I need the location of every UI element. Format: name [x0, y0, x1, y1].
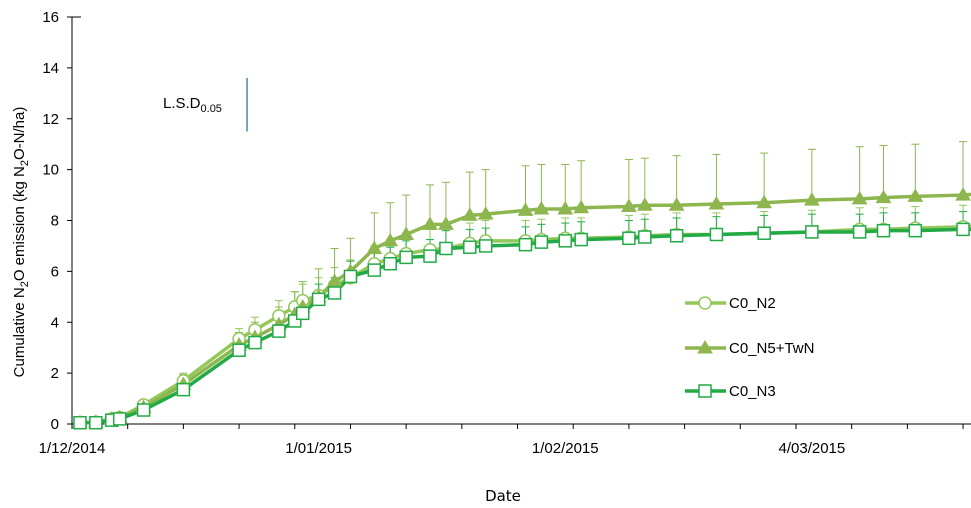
x-tick-label: 1/01/2015 [285, 440, 352, 457]
y-tick-label: 2 [51, 365, 59, 382]
y-axis-title: Cumulative N2O emission (kg N2O-N/ha) [11, 107, 31, 378]
data-point-square [757, 226, 771, 240]
y-tick-label: 4 [51, 314, 59, 331]
x-tick-label: 4/03/2015 [779, 440, 846, 457]
series-line [79, 192, 971, 425]
data-point-triangle [851, 190, 868, 205]
data-point-square [534, 235, 549, 249]
data-point-square [956, 222, 970, 237]
data-point-circle [698, 296, 712, 310]
lsd-label-sub: 0.05 [201, 103, 222, 115]
data-point-triangle [517, 202, 534, 216]
legend-label: C0_N5+TwN [729, 340, 814, 357]
data-point-triangle [804, 192, 820, 206]
legend: C0_N2 C0_N5+TwN C0_N3 [685, 295, 814, 400]
data-point-triangle [557, 201, 574, 215]
data-point-square [136, 403, 151, 417]
data-point-square [295, 306, 310, 321]
data-point-triangle [382, 232, 399, 247]
data-point-square [423, 249, 437, 263]
ylabel-part-2: O emission (kg N [11, 166, 28, 281]
data-point-triangle [668, 197, 685, 211]
ylabel-sub-1: 2 [19, 281, 31, 287]
data-point-square [852, 225, 867, 239]
data-point-square [876, 223, 891, 238]
data-point-square [709, 227, 724, 242]
lsd-label-main: L.S.D [163, 95, 201, 112]
data-point-square [439, 241, 453, 256]
y-tick-label: 0 [51, 416, 59, 433]
data-point-triangle [955, 187, 971, 201]
x-tick-labels: 1/12/2014 1/01/2015 1/02/2015 4/03/2015 [39, 440, 846, 457]
data-point-triangle [438, 216, 454, 230]
data-point-triangle [533, 201, 550, 215]
data-point-square [73, 415, 87, 430]
data-point-square [343, 269, 358, 284]
series-markers [72, 187, 971, 430]
data-point-square [558, 234, 573, 248]
ylabel-part-3: O-N/ha) [11, 107, 28, 160]
data-point-square [399, 250, 413, 265]
x-tick-label: 1/02/2015 [532, 440, 599, 457]
y-tick-labels: 0 2 4 6 8 10 12 14 16 [42, 9, 59, 433]
data-point-square [669, 229, 684, 243]
data-point-square [908, 223, 923, 238]
data-point-square [272, 324, 286, 338]
data-point-triangle [398, 226, 415, 240]
data-point-triangle [366, 240, 383, 254]
data-point-square [112, 412, 127, 426]
data-point-triangle [875, 189, 892, 204]
grid-and-axes [67, 16, 971, 429]
data-point-square [805, 225, 819, 239]
data-point-square [574, 232, 588, 247]
data-point-square [89, 415, 103, 430]
series-lines [79, 192, 971, 425]
data-point-triangle [697, 340, 713, 354]
data-point-triangle [573, 199, 590, 214]
error-bars [75, 141, 968, 423]
data-point-square [518, 237, 533, 252]
x-axis-title: Date [485, 487, 521, 505]
data-point-triangle [461, 207, 478, 221]
x-tick-label: 1/12/2014 [39, 440, 106, 457]
legend-label: C0_N2 [729, 295, 776, 312]
data-point-square [232, 343, 246, 357]
data-point-triangle [422, 216, 438, 230]
lsd-label: L.S.D0.05 [163, 95, 222, 115]
legend-label: C0_N3 [729, 383, 776, 400]
y-tick-label: 14 [42, 60, 59, 77]
data-point-square [176, 382, 191, 397]
data-point-square [311, 292, 326, 307]
ylabel-part-1: Cumulative N [11, 287, 28, 377]
data-point-triangle [636, 197, 653, 211]
data-point-square [698, 384, 712, 398]
data-point-triangle [621, 198, 637, 213]
series-line [79, 224, 971, 425]
data-point-square [383, 256, 397, 271]
series-line [79, 227, 971, 425]
data-point-triangle [708, 195, 725, 210]
data-point-square [622, 231, 636, 246]
data-point-square [463, 240, 477, 254]
data-point-square [248, 335, 262, 350]
y-tick-label: 10 [42, 162, 59, 179]
data-point-triangle [907, 188, 924, 202]
data-point-square [327, 286, 342, 300]
data-point-triangle [756, 194, 773, 209]
lsd-annotation: L.S.D0.05 [163, 78, 248, 132]
data-point-square [638, 230, 652, 244]
y-tick-label: 8 [51, 213, 59, 230]
ylabel-sub-2: 2 [19, 160, 31, 166]
y-tick-label: 16 [42, 9, 59, 26]
data-point-triangle [477, 206, 494, 220]
y-tick-label: 12 [42, 111, 59, 128]
data-point-square [367, 263, 382, 277]
y-tick-label: 6 [51, 263, 59, 280]
data-point-square [478, 239, 493, 253]
